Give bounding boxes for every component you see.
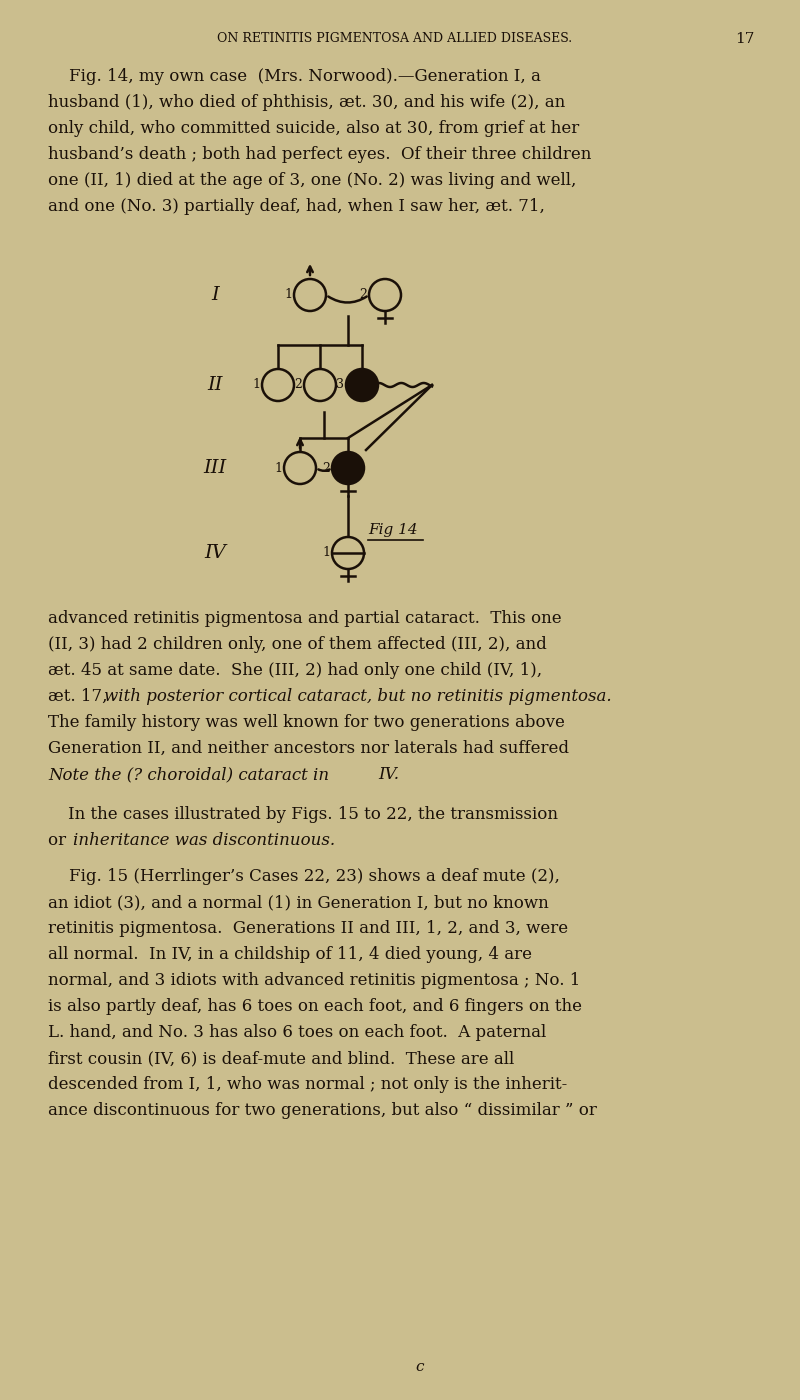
Text: 1: 1 <box>252 378 260 392</box>
Text: III: III <box>203 459 226 477</box>
Text: Fig 14: Fig 14 <box>368 524 418 538</box>
Text: descended from I, 1, who was normal ; not only is the inherit-: descended from I, 1, who was normal ; no… <box>48 1077 567 1093</box>
Text: Fig. 15 (Herrlinger’s Cases 22, 23) shows a deaf mute (2),: Fig. 15 (Herrlinger’s Cases 22, 23) show… <box>48 868 560 885</box>
Text: husband’s death ; both had perfect eyes.  Of their three children: husband’s death ; both had perfect eyes.… <box>48 146 591 162</box>
Text: æt. 17,: æt. 17, <box>48 687 113 706</box>
Text: 1: 1 <box>274 462 282 475</box>
Text: IV: IV <box>204 545 226 561</box>
Text: 1: 1 <box>322 546 330 560</box>
Text: is also partly deaf, has 6 toes on each foot, and 6 fingers on the: is also partly deaf, has 6 toes on each … <box>48 998 582 1015</box>
Text: The family history was well known for two generations above: The family history was well known for tw… <box>48 714 565 731</box>
Text: ON RETINITIS PIGMENTOSA AND ALLIED DISEASES.: ON RETINITIS PIGMENTOSA AND ALLIED DISEA… <box>218 32 573 45</box>
Text: with posterior cortical cataract, but no retinitis pigmentosa.: with posterior cortical cataract, but no… <box>104 687 612 706</box>
Text: I: I <box>211 286 219 304</box>
Text: IV.: IV. <box>378 766 399 783</box>
Text: advanced retinitis pigmentosa and partial cataract.  This one: advanced retinitis pigmentosa and partia… <box>48 610 562 627</box>
Text: all normal.  In IV, in a childship of 11, 4 died young, 4 are: all normal. In IV, in a childship of 11,… <box>48 946 532 963</box>
Circle shape <box>332 452 364 484</box>
FancyArrowPatch shape <box>328 297 366 302</box>
Text: only child, who committed suicide, also at 30, from grief at her: only child, who committed suicide, also … <box>48 120 579 137</box>
Text: Note the (? choroidal) cataract in: Note the (? choroidal) cataract in <box>48 766 334 783</box>
Text: and one (No. 3) partially deaf, had, when I saw her, æt. 71,: and one (No. 3) partially deaf, had, whe… <box>48 197 545 216</box>
Text: (II, 3) had 2 children only, one of them affected (III, 2), and: (II, 3) had 2 children only, one of them… <box>48 636 546 652</box>
Text: 2: 2 <box>359 288 367 301</box>
Text: Fig. 14, my own case  (Mrs. Norwood).—Generation I, a: Fig. 14, my own case (Mrs. Norwood).—Gen… <box>48 69 541 85</box>
Text: Generation II, and neither ancestors nor laterals had suffered: Generation II, and neither ancestors nor… <box>48 741 569 757</box>
Text: 2: 2 <box>322 462 330 475</box>
Text: ance discontinuous for two generations, but also “ dissimilar ” or: ance discontinuous for two generations, … <box>48 1102 597 1119</box>
Text: æt. 45 at same date.  She (III, 2) had only one child (IV, 1),: æt. 45 at same date. She (III, 2) had on… <box>48 662 542 679</box>
Text: husband (1), who died of phthisis, æt. 30, and his wife (2), an: husband (1), who died of phthisis, æt. 3… <box>48 94 566 111</box>
Text: 17: 17 <box>735 32 754 46</box>
Text: normal, and 3 idiots with advanced retinitis pigmentosa ; No. 1: normal, and 3 idiots with advanced retin… <box>48 972 580 988</box>
Text: 2: 2 <box>294 378 302 392</box>
Text: first cousin (IV, 6) is deaf-mute and blind.  These are all: first cousin (IV, 6) is deaf-mute and bl… <box>48 1050 514 1067</box>
Text: 3: 3 <box>336 378 344 392</box>
Text: 1: 1 <box>284 288 292 301</box>
Text: one (II, 1) died at the age of 3, one (No. 2) was living and well,: one (II, 1) died at the age of 3, one (N… <box>48 172 576 189</box>
Text: c: c <box>416 1359 424 1373</box>
Text: II: II <box>207 377 222 393</box>
Circle shape <box>346 370 378 400</box>
Text: an idiot (3), and a normal (1) in Generation I, but no known: an idiot (3), and a normal (1) in Genera… <box>48 895 549 911</box>
Text: inheritance was discontinuous.: inheritance was discontinuous. <box>73 832 335 848</box>
Text: or: or <box>48 832 71 848</box>
Text: retinitis pigmentosa.  Generations II and III, 1, 2, and 3, were: retinitis pigmentosa. Generations II and… <box>48 920 568 937</box>
Text: In the cases illustrated by Figs. 15 to 22, the transmission: In the cases illustrated by Figs. 15 to … <box>68 806 558 823</box>
Text: L. hand, and No. 3 has also 6 toes on each foot.  A paternal: L. hand, and No. 3 has also 6 toes on ea… <box>48 1023 546 1042</box>
